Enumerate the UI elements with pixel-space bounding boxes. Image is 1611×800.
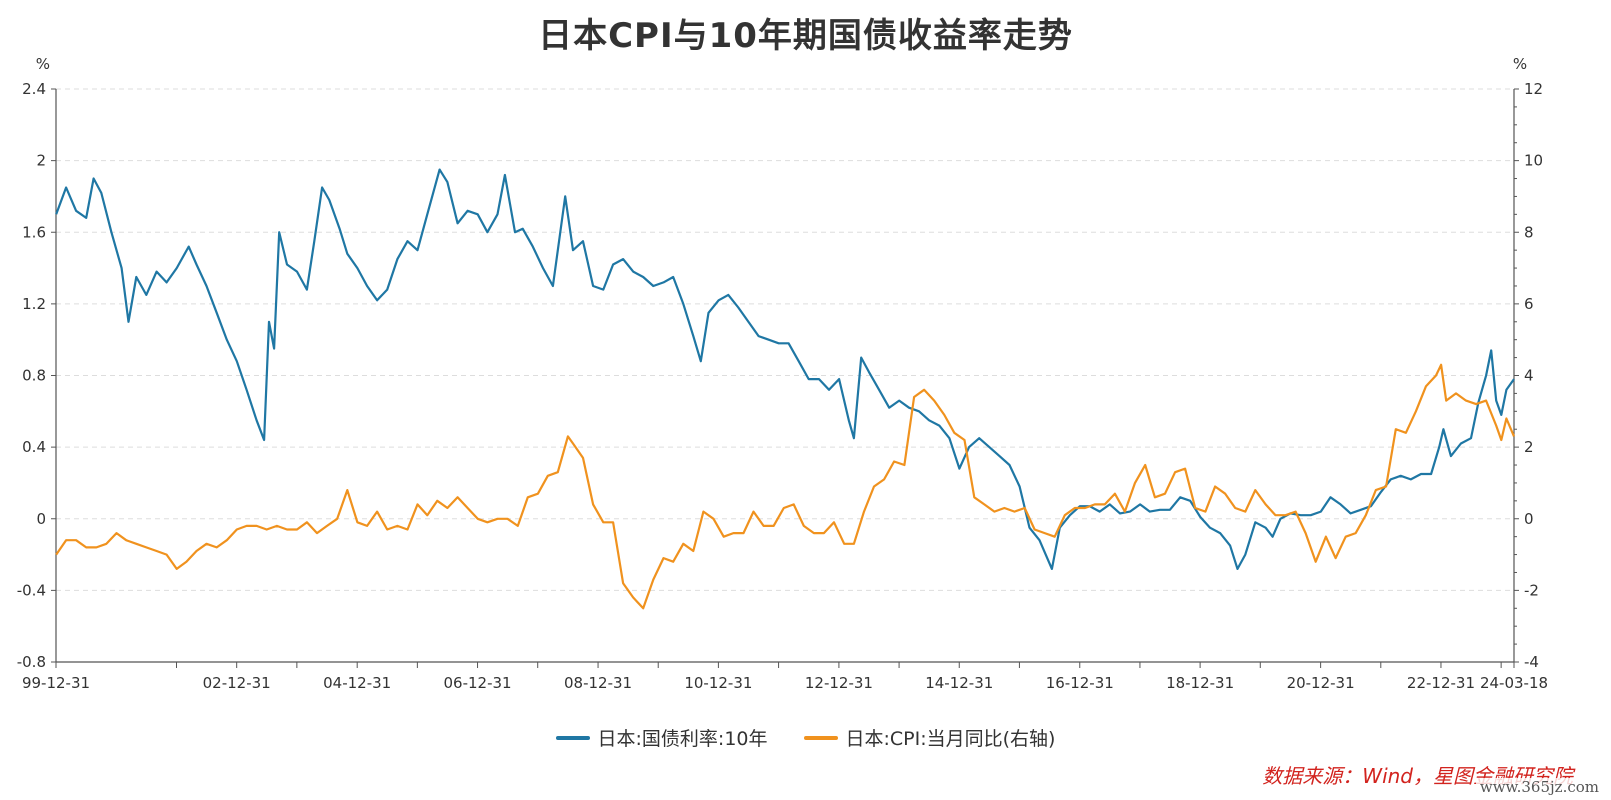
- x-tick-label: 24-03-18: [1480, 674, 1548, 692]
- legend-label-cpi: 日本:CPI:当月同比(右轴): [845, 728, 1056, 750]
- y-left-tick-label: 1.2: [22, 295, 46, 313]
- x-tick-label: 08-12-31: [564, 674, 632, 692]
- series-line-yield: [55, 168, 1515, 571]
- y-left-tick-label: 2.4: [22, 80, 46, 98]
- y-left-tick-label: 2: [36, 152, 46, 170]
- y-right-tick-label: -2: [1524, 581, 1539, 599]
- y-left-tick-label: 0: [36, 510, 46, 528]
- x-tick-label: 22-12-31: [1407, 674, 1475, 692]
- watermark: www.365jz.com: [1475, 778, 1603, 796]
- gridlines: [56, 88, 1514, 591]
- y-left-tick-label: -0.8: [17, 653, 46, 671]
- x-tick-label: 18-12-31: [1166, 674, 1234, 692]
- x-tick-label: 12-12-31: [805, 674, 873, 692]
- x-tick-label: 20-12-31: [1287, 674, 1355, 692]
- x-tick-label: 02-12-31: [203, 674, 271, 692]
- y-right-tick-label: 12: [1524, 80, 1543, 98]
- y-left-unit: %: [36, 55, 50, 73]
- legend: 日本:国债利率:10年 日本:CPI:当月同比(右轴): [0, 724, 1611, 751]
- y-right-unit: %: [1513, 55, 1527, 73]
- x-tick-label: 06-12-31: [443, 674, 511, 692]
- y-right-tick-label: 8: [1524, 223, 1534, 241]
- series-lines: [55, 168, 1516, 610]
- chart-title: 日本CPI与10年期国债收益率走势: [538, 16, 1073, 56]
- x-tick-label: 14-12-31: [925, 674, 993, 692]
- y-left-tick-label: -0.4: [17, 581, 46, 599]
- legend-item-yield[interactable]: 日本:国债利率:10年: [555, 724, 768, 751]
- y-right-tick-label: 6: [1524, 295, 1534, 313]
- x-tick-label: 10-12-31: [684, 674, 752, 692]
- x-tick-label: 04-12-31: [323, 674, 391, 692]
- x-tick-label: 16-12-31: [1046, 674, 1114, 692]
- series-line-cpi: [55, 363, 1516, 610]
- legend-label-yield: 日本:国债利率:10年: [597, 728, 768, 750]
- x-tick-label: 99-12-31: [22, 674, 90, 692]
- legend-swatch-yield: [555, 735, 590, 740]
- tick-labels: -0.8 -0.4 0 0.4 0.8 1.2 1.6 2 2.4 -4 -2 0 2 4 6 8 10 12%%…: [17, 55, 1548, 692]
- y-right-tick-label: 4: [1524, 367, 1534, 385]
- y-right-tick-label: 2: [1524, 438, 1534, 456]
- y-right-tick-label: 0: [1524, 510, 1534, 528]
- y-right-tick-label: 10: [1524, 152, 1543, 170]
- y-left-tick-label: 0.8: [22, 367, 46, 385]
- y-left-tick-label: 1.6: [22, 223, 46, 241]
- legend-swatch-cpi: [803, 735, 838, 740]
- y-right-tick-label: -4: [1524, 653, 1539, 671]
- axes: [51, 88, 1519, 668]
- legend-item-cpi[interactable]: 日本:CPI:当月同比(右轴): [803, 724, 1056, 751]
- y-left-tick-label: 0.4: [22, 438, 46, 456]
